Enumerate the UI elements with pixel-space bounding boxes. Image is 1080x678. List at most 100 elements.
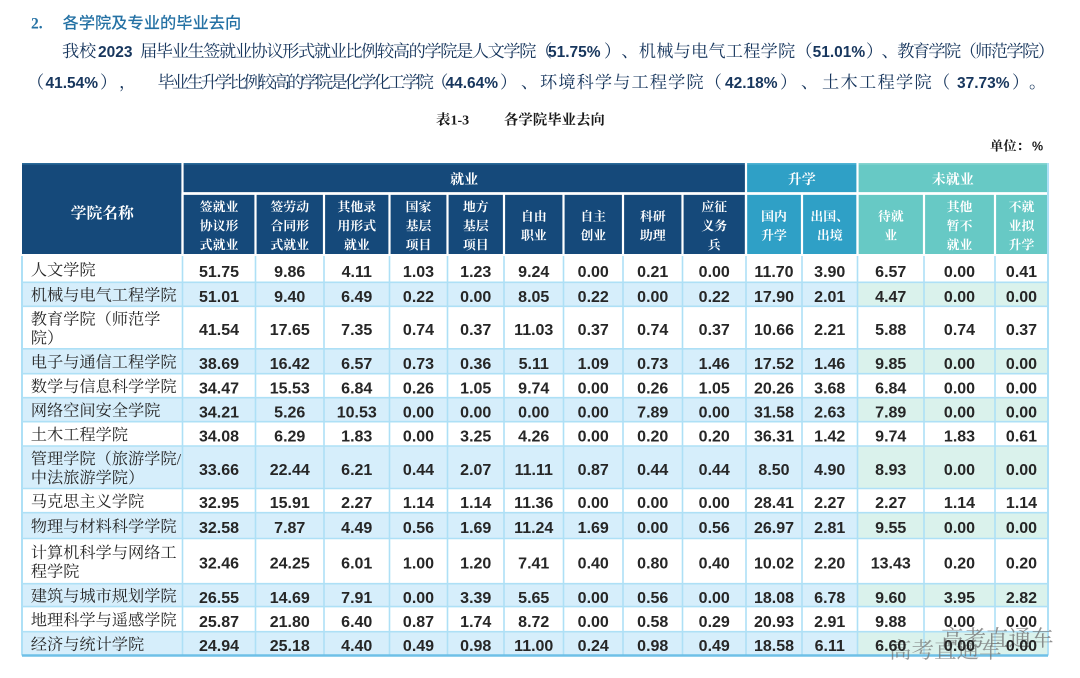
svg-text:0.29: 0.29 [699, 614, 730, 631]
svg-text:0.49: 0.49 [403, 638, 434, 655]
svg-text:44.64%: 44.64% [446, 75, 499, 92]
svg-text:%: % [1032, 140, 1043, 154]
svg-text:0.00: 0.00 [944, 356, 975, 373]
svg-text:4.26: 4.26 [518, 428, 549, 445]
svg-text:9.40: 9.40 [274, 289, 305, 306]
svg-text:0.00: 0.00 [1006, 289, 1037, 306]
svg-text:0.74: 0.74 [944, 322, 975, 339]
svg-text:0.40: 0.40 [699, 556, 730, 573]
svg-text:24.25: 24.25 [270, 556, 310, 573]
svg-text:5.11: 5.11 [519, 356, 549, 373]
svg-text:1.46: 1.46 [814, 356, 845, 373]
svg-text:7.87: 7.87 [274, 520, 305, 537]
svg-text:14.69: 14.69 [270, 590, 310, 607]
svg-text:7.41: 7.41 [518, 556, 549, 573]
svg-text:2.01: 2.01 [814, 289, 845, 306]
svg-text:0.49: 0.49 [699, 638, 730, 655]
svg-text:1.83: 1.83 [944, 428, 975, 445]
svg-text:2.27: 2.27 [341, 495, 372, 512]
svg-text:0.00: 0.00 [578, 590, 609, 607]
svg-text:6.60: 6.60 [875, 638, 906, 655]
svg-text:6.40: 6.40 [341, 614, 372, 631]
svg-text:1.05: 1.05 [699, 380, 730, 397]
svg-text:3.90: 3.90 [814, 264, 845, 281]
svg-text:1.00: 1.00 [403, 556, 434, 573]
svg-text:0.00: 0.00 [578, 428, 609, 445]
svg-text:0.37: 0.37 [1006, 322, 1037, 339]
svg-text:0.37: 0.37 [460, 322, 491, 339]
svg-text:0.00: 0.00 [637, 495, 668, 512]
svg-text:0.58: 0.58 [637, 614, 668, 631]
svg-text:0.22: 0.22 [699, 289, 730, 306]
svg-text:0.61: 0.61 [1006, 428, 1037, 445]
svg-text:3.25: 3.25 [460, 428, 491, 445]
svg-text:1.14: 1.14 [460, 495, 491, 512]
svg-text:0.00: 0.00 [944, 520, 975, 537]
svg-text:13.43: 13.43 [871, 556, 911, 573]
svg-text:8.05: 8.05 [518, 289, 549, 306]
svg-text:0.37: 0.37 [578, 322, 609, 339]
svg-text:0.00: 0.00 [403, 428, 434, 445]
svg-text:34.08: 34.08 [199, 428, 239, 445]
svg-text:0.74: 0.74 [637, 322, 668, 339]
svg-text:6.57: 6.57 [875, 264, 906, 281]
svg-text:0.00: 0.00 [944, 404, 975, 421]
svg-text:41.54%: 41.54% [46, 75, 99, 92]
svg-text:10.53: 10.53 [337, 404, 377, 421]
svg-text:1.03: 1.03 [403, 264, 434, 281]
svg-text:7.89: 7.89 [875, 404, 906, 421]
svg-text:4.47: 4.47 [875, 289, 906, 306]
svg-text:0.00: 0.00 [944, 614, 975, 631]
svg-text:0.00: 0.00 [699, 590, 730, 607]
svg-text:9.74: 9.74 [518, 380, 549, 397]
svg-text:0.36: 0.36 [460, 356, 491, 373]
svg-text:0.26: 0.26 [403, 380, 434, 397]
svg-text:1-3: 1-3 [451, 114, 470, 129]
svg-text:0.87: 0.87 [403, 614, 434, 631]
svg-text:0.20: 0.20 [637, 428, 668, 445]
svg-text:15.91: 15.91 [270, 495, 310, 512]
svg-text:42.18%: 42.18% [725, 75, 778, 92]
svg-text:2.27: 2.27 [814, 495, 845, 512]
svg-text:4.11: 4.11 [342, 264, 372, 281]
svg-text:0.40: 0.40 [578, 556, 609, 573]
svg-text:2023: 2023 [98, 44, 133, 61]
svg-text:0.00: 0.00 [1006, 638, 1037, 655]
svg-text:8.72: 8.72 [518, 614, 549, 631]
svg-text:31.58: 31.58 [754, 404, 794, 421]
svg-text:6.49: 6.49 [341, 289, 372, 306]
svg-text:2.63: 2.63 [814, 404, 845, 421]
svg-text:22.44: 22.44 [270, 462, 310, 479]
svg-text:6.01: 6.01 [341, 556, 372, 573]
svg-text:0.20: 0.20 [944, 556, 975, 573]
svg-text:51.01%: 51.01% [813, 44, 866, 61]
svg-text:0.00: 0.00 [637, 289, 668, 306]
svg-text:1.14: 1.14 [1006, 495, 1037, 512]
svg-text:25.18: 25.18 [270, 638, 310, 655]
svg-text:34.47: 34.47 [199, 380, 239, 397]
svg-text:3.95: 3.95 [944, 590, 975, 607]
svg-text:9.88: 9.88 [875, 614, 906, 631]
svg-text:20.93: 20.93 [754, 614, 794, 631]
svg-text:0.00: 0.00 [1006, 614, 1037, 631]
svg-text:3.68: 3.68 [814, 380, 845, 397]
svg-text:0.24: 0.24 [578, 638, 609, 655]
svg-text:26.55: 26.55 [199, 590, 239, 607]
svg-text:0.98: 0.98 [637, 638, 668, 655]
svg-text:0.56: 0.56 [637, 590, 668, 607]
svg-text:34.21: 34.21 [199, 404, 239, 421]
svg-text:0.00: 0.00 [699, 264, 730, 281]
svg-text:0.98: 0.98 [460, 638, 491, 655]
svg-text:0.00: 0.00 [460, 404, 491, 421]
svg-text:1.74: 1.74 [460, 614, 491, 631]
svg-text:38.69: 38.69 [199, 356, 239, 373]
svg-text:2.20: 2.20 [814, 556, 845, 573]
svg-text:9.74: 9.74 [875, 428, 906, 445]
svg-text:5.26: 5.26 [274, 404, 305, 421]
svg-text:0.00: 0.00 [1006, 356, 1037, 373]
svg-text:9.24: 9.24 [518, 264, 549, 281]
svg-text:0.00: 0.00 [403, 590, 434, 607]
svg-text:1.42: 1.42 [814, 428, 845, 445]
svg-text:1.20: 1.20 [460, 556, 491, 573]
svg-text:15.53: 15.53 [270, 380, 310, 397]
